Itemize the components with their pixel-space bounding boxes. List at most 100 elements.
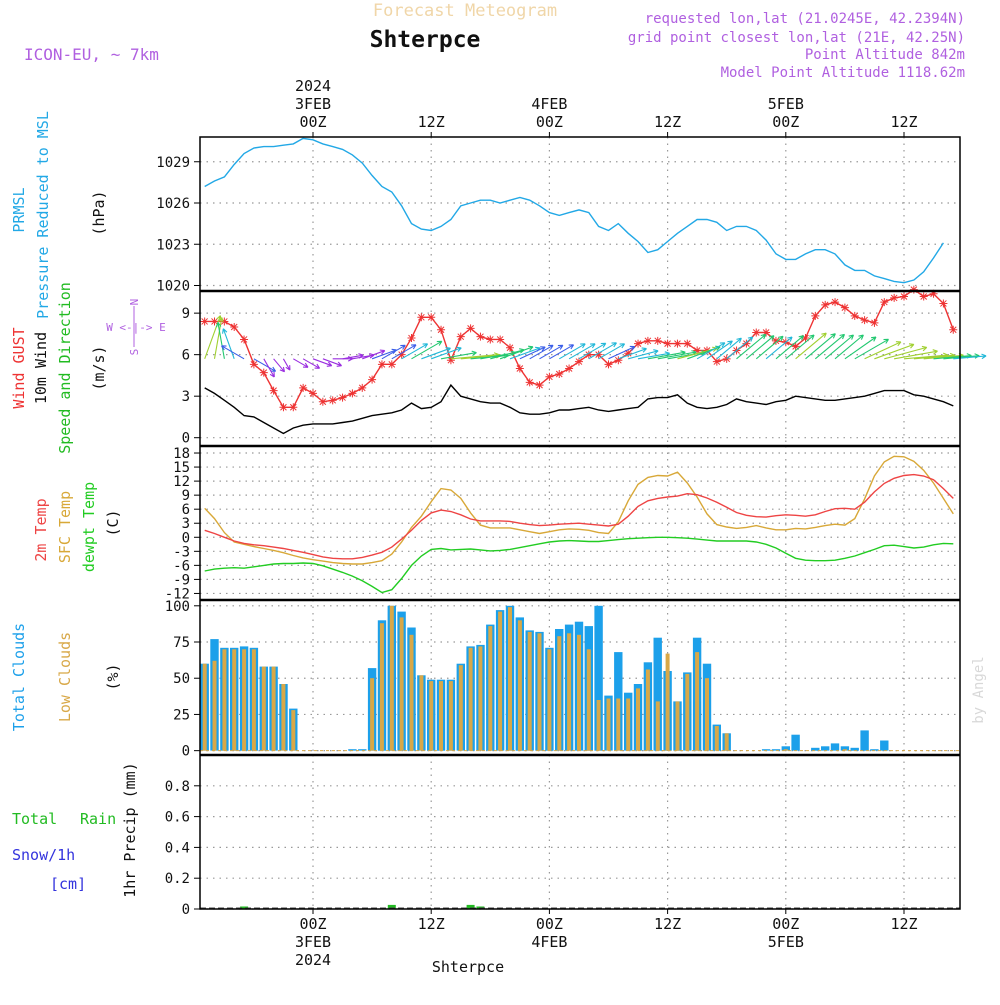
gust-marker xyxy=(377,360,386,369)
gust-marker xyxy=(771,336,780,345)
wind-unit: (m/s) xyxy=(90,345,108,390)
total-cloud-bar xyxy=(761,749,771,751)
gust-marker xyxy=(437,325,446,334)
low-cloud-bar xyxy=(399,617,404,751)
wind-label: 10m Wind xyxy=(32,332,50,404)
wind-arrow xyxy=(588,342,617,360)
gust-marker xyxy=(446,356,455,365)
gust-marker xyxy=(929,289,938,298)
y-tick-label: 18 xyxy=(173,446,190,462)
low-cloud-bar xyxy=(271,666,276,751)
wind-arrow xyxy=(824,334,855,360)
wind-arrow xyxy=(578,342,607,360)
low-cloud-bar xyxy=(429,681,434,751)
wind-line xyxy=(204,383,954,435)
wind-arrow xyxy=(608,345,636,360)
y-tick-label: -9 xyxy=(173,572,190,588)
wind-arrow xyxy=(568,343,596,360)
low-cloud-bar xyxy=(478,646,483,751)
pressure-labels: PRMSL Pressure Reduced to MSL (hPa) xyxy=(10,111,108,319)
gridpoint-coords: grid point closest lon,lat (21E, 42.25N) xyxy=(628,30,965,46)
gust-marker xyxy=(328,396,337,405)
year-label-top: 2024 xyxy=(295,77,331,95)
compass-we: W <-|-> E xyxy=(106,321,166,334)
y-tick-label: 0.8 xyxy=(165,779,190,795)
low-cloud-bar xyxy=(577,634,581,751)
year-label-bottom: 2024 xyxy=(295,951,331,969)
date-label-top: 5FEB xyxy=(768,95,804,113)
wind-arrow xyxy=(805,333,836,360)
point-altitude: Point Altitude 842m xyxy=(805,47,965,63)
model-label: ICON-EU, ~ 7km xyxy=(24,45,159,64)
gust-marker xyxy=(476,332,485,341)
gust-marker xyxy=(811,311,820,320)
gust-marker xyxy=(693,346,702,355)
gust-marker xyxy=(299,383,308,392)
wind-arrow xyxy=(765,336,793,360)
low-cloud-bar xyxy=(616,698,621,751)
temp2m-line xyxy=(204,473,954,560)
y-tick-label: 0.6 xyxy=(165,810,190,826)
low-cloud-bar xyxy=(222,649,227,751)
y-tick-label: 100 xyxy=(165,599,190,615)
gust-marker xyxy=(663,339,672,348)
x-tick-label-bottom: 12Z xyxy=(418,915,445,933)
precip-unit: 1hr Precip (mm) xyxy=(121,762,139,897)
gust-marker xyxy=(269,386,278,395)
gust-marker xyxy=(486,335,495,344)
gust-marker xyxy=(821,300,830,309)
y-tick-label: 75 xyxy=(173,635,190,651)
gust-marker xyxy=(840,303,849,312)
total-cloud-bar xyxy=(653,637,662,751)
rain-label: Rain xyxy=(80,810,116,828)
gust-marker xyxy=(653,336,662,345)
gust-label: Wind GUST xyxy=(10,327,28,408)
wind-arrow xyxy=(293,358,309,368)
gust-marker xyxy=(279,403,288,412)
low-cloud-bar xyxy=(645,669,650,751)
wind-arrow xyxy=(431,346,462,360)
wind-arrow xyxy=(312,358,333,367)
gust-marker xyxy=(850,311,859,320)
wind-arrow xyxy=(282,358,291,371)
y-tick-label: 0 xyxy=(182,744,190,760)
gust-marker xyxy=(574,357,583,366)
gust-marker xyxy=(348,389,357,398)
x-tick-label-top: 12Z xyxy=(890,113,917,131)
temp2m-label: 2m Temp xyxy=(32,498,50,561)
x-tick-label-bottom: 00Z xyxy=(772,915,799,933)
low-cloud-bar xyxy=(370,678,375,751)
gust-marker xyxy=(939,299,948,308)
low-cloud-bar xyxy=(695,652,700,751)
y-tick-label: 15 xyxy=(173,460,190,476)
wind-arrow xyxy=(864,341,902,360)
gust-marker xyxy=(525,378,534,387)
x-tick-label-bottom: 00Z xyxy=(299,915,326,933)
gust-marker xyxy=(200,317,209,326)
low-cloud-bar xyxy=(468,647,473,751)
wind-arrow xyxy=(834,334,864,360)
gust-marker xyxy=(289,403,298,412)
gust-marker xyxy=(368,375,377,384)
precip-labels: Total Rain Snow/1h [cm] 1hr Precip (mm) xyxy=(12,762,139,897)
total-cloud-bar xyxy=(850,747,859,751)
low-cloud-bar xyxy=(586,649,591,751)
gust-marker xyxy=(535,381,544,390)
wind-arrow xyxy=(844,336,877,360)
gust-marker xyxy=(624,349,633,358)
wind-arrow xyxy=(499,345,534,360)
gust-marker xyxy=(545,372,554,381)
prmsl-label: PRMSL xyxy=(10,187,28,232)
wind-arrow xyxy=(795,332,827,360)
low-cloud-bar xyxy=(714,726,719,751)
low-cloud-bar xyxy=(498,611,503,751)
x-tick-label-top: 12Z xyxy=(418,113,445,131)
wind-arrow xyxy=(736,333,767,360)
low-cloud-bar xyxy=(261,666,266,751)
gust-marker xyxy=(722,354,731,363)
gust-marker xyxy=(230,322,239,331)
rain-bar xyxy=(466,904,475,909)
gust-marker xyxy=(880,298,889,307)
low-cloud-bar xyxy=(636,688,640,751)
low-cloud-bar xyxy=(842,749,847,751)
